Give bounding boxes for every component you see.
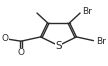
Text: O: O bbox=[17, 48, 25, 57]
Text: Br: Br bbox=[97, 37, 106, 46]
Text: O: O bbox=[2, 34, 9, 43]
Text: S: S bbox=[55, 41, 62, 51]
Text: Br: Br bbox=[82, 7, 92, 16]
